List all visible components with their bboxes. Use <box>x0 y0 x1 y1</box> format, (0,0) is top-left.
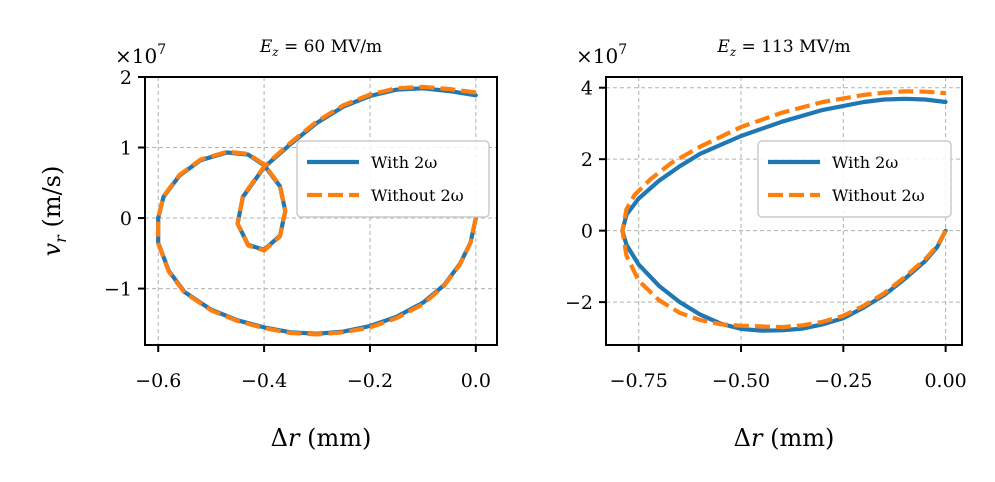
legend-label: Without 2ω <box>371 186 464 205</box>
y-tick-label: 2 <box>581 149 593 171</box>
y-offset-text: ×107 <box>576 42 627 68</box>
chart-title: Ez = 60 MV/m <box>259 37 382 59</box>
chart-panel-1: −0.6 −0.4 −0.2 0.0 −1 0 1 2×107 Ez = 60 MV/m Δr (… <box>38 37 498 452</box>
x-tick-label: −0.75 <box>610 370 668 392</box>
y-tick-label: −2 <box>565 292 593 314</box>
x-tick-label: −0.50 <box>712 370 770 392</box>
legend-label: With 2ω <box>371 153 437 172</box>
y-tick-label: 2 <box>120 67 132 89</box>
legend: With 2ω Without 2ω <box>296 140 490 218</box>
y-offset-text: ×107 <box>115 42 166 68</box>
legend: With 2ω Without 2ω <box>757 140 952 218</box>
legend-label: Without 2ω <box>832 186 925 205</box>
x-axis-label: Δr (mm) <box>734 424 835 452</box>
y-tick-label: 0 <box>581 221 593 243</box>
y-tick-label: 1 <box>120 138 132 160</box>
x-tick-label: −0.25 <box>814 370 872 392</box>
chart-panel-2: −0.75 −0.50 −0.25 0.00 −2 0 2 4 ×107 Ez = 113 MV/… <box>565 37 967 452</box>
chart-title: Ez = 113 MV/m <box>716 37 850 59</box>
x-tick-label: −0.4 <box>241 370 287 392</box>
y-tick-label: 0 <box>120 208 132 230</box>
x-tick-label: 0.0 <box>461 370 491 392</box>
x-axis-label: Δr (mm) <box>271 424 372 452</box>
y-axis-label: vr (m/s) <box>38 166 70 257</box>
series-line-without-2omega <box>156 84 478 337</box>
legend-label: With 2ω <box>832 153 898 172</box>
x-tick-label: −0.2 <box>347 370 393 392</box>
y-tick-label: 4 <box>581 78 593 100</box>
axes-frame <box>605 76 963 346</box>
axes-frame <box>144 76 498 346</box>
y-tick-label: −1 <box>104 279 132 301</box>
x-tick-label: 0.00 <box>924 370 966 392</box>
series-line-without-2omega <box>620 89 948 330</box>
x-tick-label: −0.6 <box>135 370 181 392</box>
